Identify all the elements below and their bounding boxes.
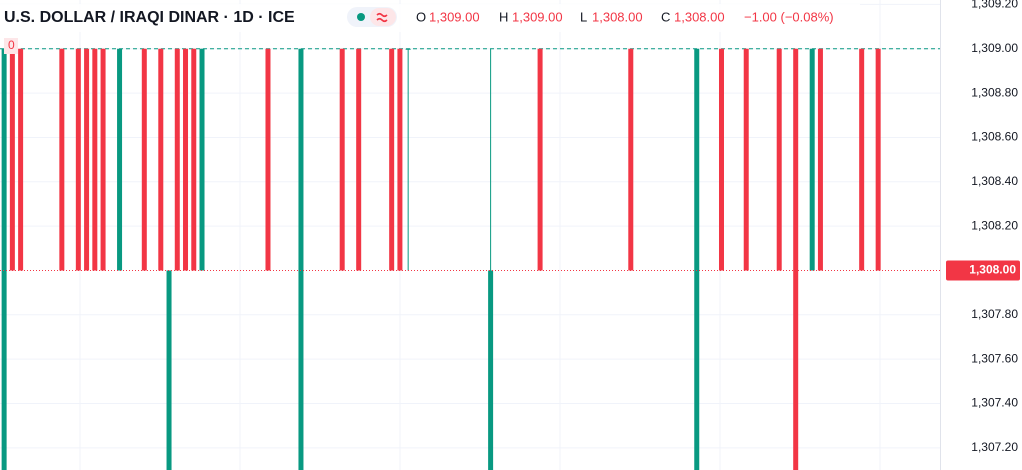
y-tick-label: 1,308.20: [971, 218, 1018, 232]
y-tick-label: 1,307.80: [971, 307, 1018, 321]
candle-body: [743, 48, 749, 271]
candle-body: [298, 48, 304, 470]
y-tick-label: 1,307.40: [971, 396, 1018, 410]
ohlc-legend: O 1,309.00 H 1,309.00 L 1,308.00 C 1,308…: [416, 9, 834, 24]
candle-body: [199, 48, 205, 271]
candle-body: [1, 48, 7, 470]
candle-body: [117, 48, 123, 271]
candle-body: [809, 48, 815, 271]
y-tick-label: 1,307.60: [971, 351, 1018, 365]
last-price-tag: [946, 260, 1020, 281]
candle-body: [397, 48, 403, 271]
candle-body: [9, 48, 15, 271]
last-price-label: 1,308.00: [969, 263, 1016, 277]
ohlc-label: L: [580, 9, 587, 24]
candle-body: [75, 48, 81, 271]
badge: 0: [8, 38, 15, 52]
candle-body: [191, 48, 197, 271]
candle-body: [339, 48, 345, 271]
y-tick-label: 1,307.20: [971, 440, 1018, 454]
y-tick-label: 1,308.40: [971, 174, 1018, 188]
ohlc-label: C: [661, 9, 670, 24]
candle-body: [265, 48, 271, 271]
ohlc-value: 1,308.00: [592, 9, 643, 24]
candle-body: [793, 48, 799, 470]
candle-body: [389, 48, 395, 271]
ohlc-value: 1,308.00: [674, 9, 725, 24]
y-tick-label: 1,308.60: [971, 130, 1018, 144]
price-axis: 1,307.20 1,307.40 1,307.60 1,307.80 1,308.20…: [940, 0, 1020, 470]
candle-body: [694, 48, 700, 470]
candle-body: [59, 48, 65, 271]
candle-body: [174, 48, 180, 271]
candle-body: [141, 48, 147, 271]
candle-body: [18, 48, 24, 271]
candle-body: [158, 48, 164, 271]
candle-body: [718, 48, 724, 271]
ohlc-change: −1.00 (−0.08%): [744, 9, 834, 24]
candle-body: [859, 48, 865, 271]
badge-bg: [4, 38, 18, 54]
chart-title: U.S. DOLLAR / IRAQI DINAR · 1D · ICE: [4, 9, 295, 26]
y-tick-label: 1,308.80: [971, 85, 1018, 99]
status-pill[interactable]: [347, 7, 397, 27]
candle-body: [166, 270, 172, 470]
candle-body: [488, 270, 494, 470]
candle-body: [405, 48, 411, 50]
candle-body: [92, 48, 98, 271]
grid: [0, 0, 940, 470]
ohlc-value: 1,309.00: [429, 9, 480, 24]
y-tick-label: 1,309.20: [971, 0, 1018, 11]
candle-body: [875, 48, 881, 271]
candles: [0, 48, 940, 470]
candle-body: [356, 48, 362, 271]
header-bg: [0, 4, 860, 32]
ohlc-value: 1,309.00: [512, 9, 563, 24]
candle-body: [817, 48, 823, 271]
candle-body: [100, 48, 106, 271]
ohlc-label: H: [499, 9, 508, 24]
candle-body: [183, 48, 189, 271]
candle-body: [628, 48, 634, 271]
candle-body: [776, 48, 782, 271]
ohlc-label: O: [416, 9, 426, 24]
candle-body: [84, 48, 90, 271]
y-tick-label: 1,309.00: [971, 41, 1018, 55]
candle-body: [537, 48, 543, 271]
